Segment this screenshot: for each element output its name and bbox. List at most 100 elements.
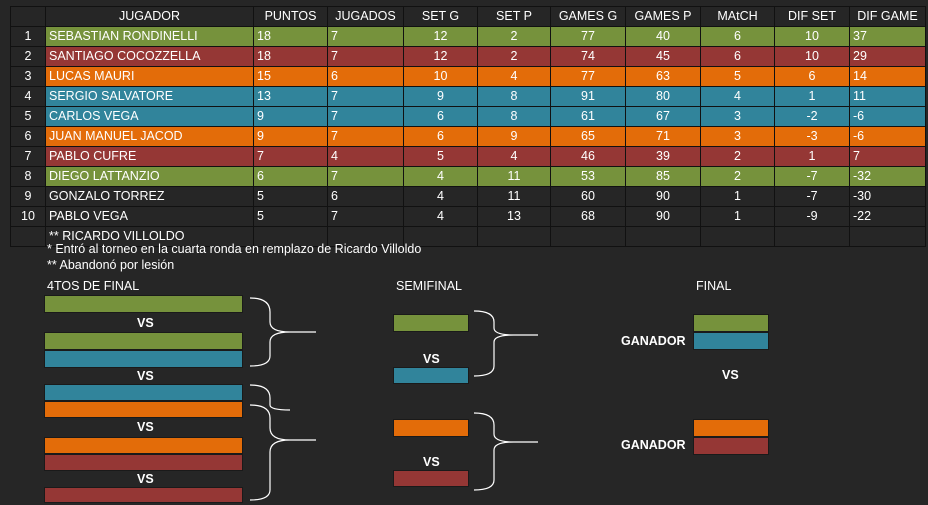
cell-dif-set: 10 (774, 26, 850, 47)
cell-empty (774, 226, 850, 247)
qf-slot-6 (44, 437, 243, 454)
table-row: 10 PABLO VEGA 5 7 4 13 68 90 1 -9 -22 (10, 206, 926, 227)
cell-dif-game: -22 (849, 206, 926, 227)
cell-position: 8 (10, 166, 46, 187)
cell-games-g: 91 (550, 86, 626, 107)
note-replacement: * Entró al torneo en la cuarta ronda en … (47, 242, 422, 256)
cell-jugador: SANTIAGO COCOZZELLA (45, 46, 254, 67)
cell-set-g: 12 (403, 46, 478, 67)
qf-slot-2 (44, 332, 243, 350)
sf-slot-2 (393, 367, 469, 384)
cell-position: 6 (10, 126, 46, 147)
cell-empty (849, 226, 926, 247)
cell-match: 3 (700, 106, 775, 127)
cell-set-g: 12 (403, 26, 478, 47)
brace-qf-2 (249, 384, 291, 411)
cell-puntos: 5 (253, 206, 328, 227)
cell-games-p: 90 (625, 186, 701, 207)
cell-empty (327, 226, 404, 247)
semifinal-title: SEMIFINAL (396, 279, 462, 293)
cell-dif-set: 6 (774, 66, 850, 87)
cell-dif-game: 37 (849, 26, 926, 47)
header-index (10, 6, 46, 27)
final-title: FINAL (696, 279, 732, 293)
brace-sf-1 (473, 310, 538, 377)
qf-slot-1 (44, 295, 243, 313)
cell-empty (700, 226, 775, 247)
cell-position (10, 226, 46, 247)
cell-empty (403, 226, 478, 247)
cell-jugados: 7 (327, 106, 404, 127)
cell-jugador: SEBASTIAN RONDINELLI (45, 26, 254, 47)
cell-set-p: 11 (477, 166, 551, 187)
table-row: 5 CARLOS VEGA 9 7 6 8 61 67 3 -2 -6 (10, 106, 926, 127)
cell-dif-game: 29 (849, 46, 926, 67)
table-row-extra: ** RICARDO VILLOLDO (10, 226, 926, 247)
cell-set-g: 5 (403, 146, 478, 167)
cell-games-p: 63 (625, 66, 701, 87)
cell-set-p: 4 (477, 146, 551, 167)
cell-match: 2 (700, 146, 775, 167)
final-slot-3 (693, 419, 769, 437)
vs-label: VS (137, 420, 154, 434)
final-slot-1 (693, 314, 769, 332)
vs-label: VS (137, 369, 154, 383)
vs-label: VS (137, 472, 154, 486)
sf-slot-1 (393, 314, 469, 332)
cell-dif-set: -9 (774, 206, 850, 227)
cell-set-p: 2 (477, 26, 551, 47)
brace-sf-2 (473, 412, 538, 491)
cell-set-p: 13 (477, 206, 551, 227)
cell-games-g: 46 (550, 146, 626, 167)
cell-dif-game: -30 (849, 186, 926, 207)
cell-jugados: 7 (327, 166, 404, 187)
sf-slot-3 (393, 419, 469, 437)
cell-set-g: 9 (403, 86, 478, 107)
header-match: MAtCH (700, 6, 775, 27)
qf-slot-3 (44, 350, 243, 368)
brace-qf-1 (249, 297, 316, 367)
cell-games-p: 90 (625, 206, 701, 227)
cell-jugador: ** RICARDO VILLOLDO (45, 226, 254, 247)
cell-set-g: 4 (403, 186, 478, 207)
cell-empty (625, 226, 701, 247)
cell-empty (253, 226, 328, 247)
table-row: 9 GONZALO TORREZ 5 6 4 11 60 90 1 -7 -30 (10, 186, 926, 207)
header-dif-set: DIF SET (774, 6, 850, 27)
winner-label-bottom: GANADOR (621, 438, 686, 452)
cell-position: 5 (10, 106, 46, 127)
cell-puntos: 15 (253, 66, 328, 87)
cell-jugados: 6 (327, 186, 404, 207)
vs-label: VS (423, 352, 440, 366)
cell-dif-set: -7 (774, 186, 850, 207)
qf-slot-4 (44, 384, 243, 401)
cell-empty (477, 226, 551, 247)
qf-slot-8 (44, 487, 243, 503)
final-slot-2 (693, 332, 769, 350)
cell-set-p: 9 (477, 126, 551, 147)
vs-label: VS (722, 368, 739, 382)
cell-jugador: GONZALO TORREZ (45, 186, 254, 207)
cell-games-p: 45 (625, 46, 701, 67)
cell-games-g: 77 (550, 66, 626, 87)
winner-label-top: GANADOR (621, 334, 686, 348)
cell-jugados: 4 (327, 146, 404, 167)
table-row: 1 SEBASTIAN RONDINELLI 18 7 12 2 77 40 6 10 37 (10, 26, 926, 47)
cell-dif-set: -7 (774, 166, 850, 187)
final-slot-4 (693, 437, 769, 455)
qf-slot-7 (44, 454, 243, 471)
cell-dif-set: 1 (774, 146, 850, 167)
cell-match: 6 (700, 46, 775, 67)
cell-dif-game: -32 (849, 166, 926, 187)
cell-jugador: DIEGO LATTANZIO (45, 166, 254, 187)
vs-label: VS (137, 316, 154, 330)
cell-puntos: 9 (253, 106, 328, 127)
cell-set-p: 2 (477, 46, 551, 67)
note-injury: ** Abandonó por lesión (47, 258, 175, 272)
sf-slot-4 (393, 470, 469, 487)
cell-match: 3 (700, 126, 775, 147)
cell-dif-game: 11 (849, 86, 926, 107)
header-jugador: JUGADOR (45, 6, 254, 27)
vs-label: VS (423, 455, 440, 469)
